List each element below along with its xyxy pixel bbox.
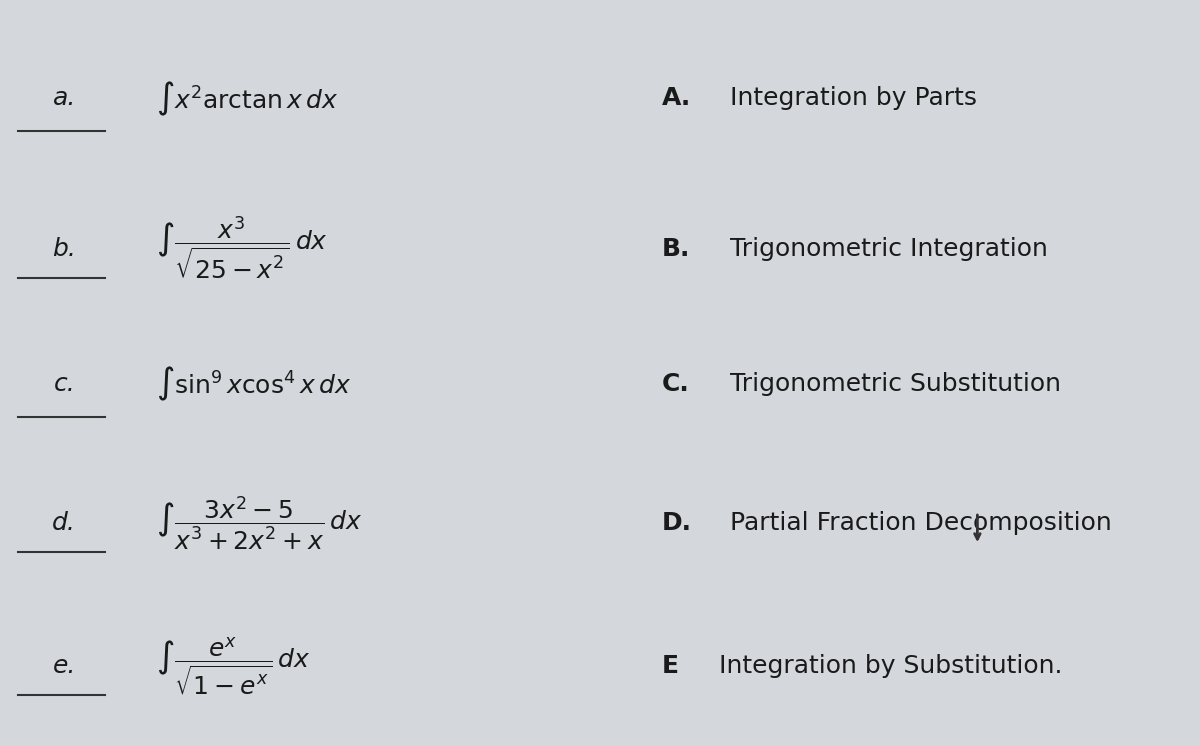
Text: d.: d.	[52, 511, 76, 535]
Text: b.: b.	[52, 236, 76, 260]
Text: $\int \dfrac{x^3}{\sqrt{25 - x^2}}\, dx$: $\int \dfrac{x^3}{\sqrt{25 - x^2}}\, dx$	[156, 215, 328, 282]
Text: A.: A.	[661, 87, 691, 110]
Text: $\int \dfrac{3x^2 - 5}{x^3 + 2x^2 + x}\, dx$: $\int \dfrac{3x^2 - 5}{x^3 + 2x^2 + x}\,…	[156, 495, 362, 552]
Text: Trigonometric Substitution: Trigonometric Substitution	[731, 372, 1062, 396]
Text: B.: B.	[661, 236, 690, 260]
Text: $\int x^2 \arctan x\, dx$: $\int x^2 \arctan x\, dx$	[156, 79, 338, 118]
Text: $\int \dfrac{e^x}{\sqrt{1 - e^x}}\, dx$: $\int \dfrac{e^x}{\sqrt{1 - e^x}}\, dx$	[156, 635, 311, 697]
Text: Integration by Parts: Integration by Parts	[731, 87, 978, 110]
Text: Integration by Substitution.: Integration by Substitution.	[719, 653, 1062, 678]
Text: Partial Fraction Decomposition: Partial Fraction Decomposition	[731, 511, 1112, 535]
Text: c.: c.	[54, 372, 76, 396]
Text: Trigonometric Integration: Trigonometric Integration	[731, 236, 1049, 260]
Text: a.: a.	[53, 87, 76, 110]
Text: $\int \sin^9 x \cos^4 x\, dx$: $\int \sin^9 x \cos^4 x\, dx$	[156, 365, 352, 403]
Text: C.: C.	[661, 372, 689, 396]
Text: D.: D.	[661, 511, 691, 535]
Text: e.: e.	[53, 653, 76, 678]
Text: E: E	[661, 653, 678, 678]
